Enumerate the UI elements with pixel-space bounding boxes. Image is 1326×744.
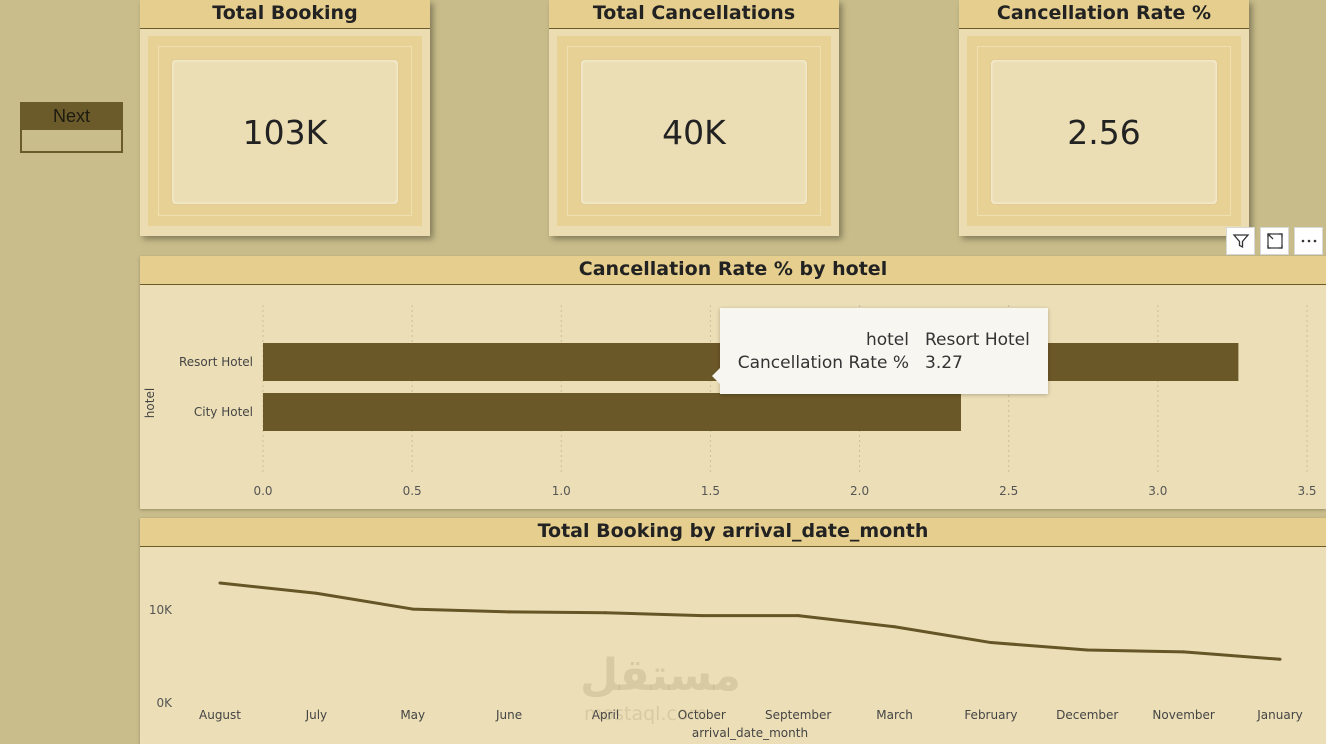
tooltip-value: Resort Hotel (925, 330, 1030, 350)
line-chart: arrival_date_month 10K 0K August July May Jun… (149, 581, 1303, 740)
data-point (893, 625, 897, 629)
x-tick-label: November (1152, 708, 1214, 722)
chart-title: Total Booking by arrival_date_month (140, 518, 1326, 547)
tooltip-key: Cancellation Rate % (737, 353, 909, 373)
category-label: Resort Hotel (179, 355, 253, 369)
kpi-title: Total Booking (140, 0, 430, 29)
data-point (218, 581, 222, 585)
line-chart-panel: Total Booking by arrival_date_month arri… (140, 518, 1326, 744)
filter-icon[interactable] (1226, 227, 1255, 255)
kpi-title: Cancellation Rate % (959, 0, 1249, 29)
x-tick-label: August (199, 708, 241, 722)
category-label: City Hotel (194, 405, 253, 419)
x-tick-label: February (964, 708, 1017, 722)
chart-title: Cancellation Rate % by hotel (140, 256, 1326, 285)
x-tick-label: May (400, 708, 425, 722)
data-point (1182, 650, 1186, 654)
tooltip-value: 3.27 (925, 353, 963, 373)
x-axis-label: arrival_date_month (692, 726, 808, 740)
x-tick-label: 2.5 (999, 484, 1018, 498)
bar (263, 393, 961, 431)
tooltip-key: hotel (865, 330, 909, 350)
kpi-value: 40K (581, 60, 807, 204)
x-tick-label: 1.0 (552, 484, 571, 498)
next-button-underline (20, 130, 123, 153)
watermark-logo: مستقل (580, 650, 741, 701)
more-options-icon[interactable] (1294, 227, 1323, 255)
data-point (796, 614, 800, 618)
kpi-card-total-cancellations: Total Cancellations 40K (549, 0, 839, 236)
kpi-frame: 2.56 (967, 36, 1241, 226)
x-tick-label: June (495, 708, 522, 722)
tooltip-row: hotel Resort Hotel (720, 330, 1048, 354)
kpi-card-total-booking: Total Booking 103K (140, 0, 430, 236)
x-tick-label: 1.5 (701, 484, 720, 498)
tooltip-row: Cancellation Rate % 3.27 (720, 353, 1048, 377)
bar-chart: hotel 0.0 0.5 1.0 1.5 2.0 2.5 3.0 3.5 Resort Hot… (143, 305, 1317, 498)
x-tick-label: 3.5 (1297, 484, 1316, 498)
x-tick-label: 3.0 (1148, 484, 1167, 498)
data-point (700, 614, 704, 618)
x-tick-label: March (876, 708, 913, 722)
focus-mode-icon[interactable] (1260, 227, 1289, 255)
data-point (603, 611, 607, 615)
y-tick-label: 0K (156, 696, 173, 710)
x-tick-label: 0.5 (403, 484, 422, 498)
x-tick-label: October (678, 708, 726, 722)
series-line (219, 581, 1281, 661)
kpi-frame: 103K (148, 36, 422, 226)
data-point (411, 607, 415, 611)
x-tick-label: September (765, 708, 831, 722)
data-point (989, 641, 993, 645)
kpi-title: Total Cancellations (549, 0, 839, 29)
x-tick-label: January (1256, 708, 1303, 722)
kpi-card-cancellation-rate: Cancellation Rate % 2.56 (959, 0, 1249, 236)
data-point (507, 610, 511, 614)
data-point (1278, 657, 1282, 661)
y-tick-label: 10K (149, 603, 173, 617)
visual-header-icons (1226, 227, 1323, 255)
x-tick-label: 2.0 (850, 484, 869, 498)
chart-tooltip: hotel Resort Hotel Cancellation Rate % 3… (712, 308, 1048, 394)
x-tick-label: December (1056, 708, 1118, 722)
x-tick-label: 0.0 (253, 484, 272, 498)
data-point (1085, 648, 1089, 652)
kpi-value: 2.56 (991, 60, 1217, 204)
bar-chart-panel: Cancellation Rate % by hotel hotel 0.0 0.… (140, 256, 1326, 509)
y-axis-label: hotel (143, 388, 157, 418)
x-tick-label: July (305, 708, 328, 722)
kpi-value: 103K (172, 60, 398, 204)
next-button[interactable]: Next (20, 102, 123, 130)
x-tick-label: April (592, 708, 619, 722)
data-point (314, 591, 318, 595)
kpi-frame: 40K (557, 36, 831, 226)
watermark-url: mostaql.com (584, 703, 708, 725)
